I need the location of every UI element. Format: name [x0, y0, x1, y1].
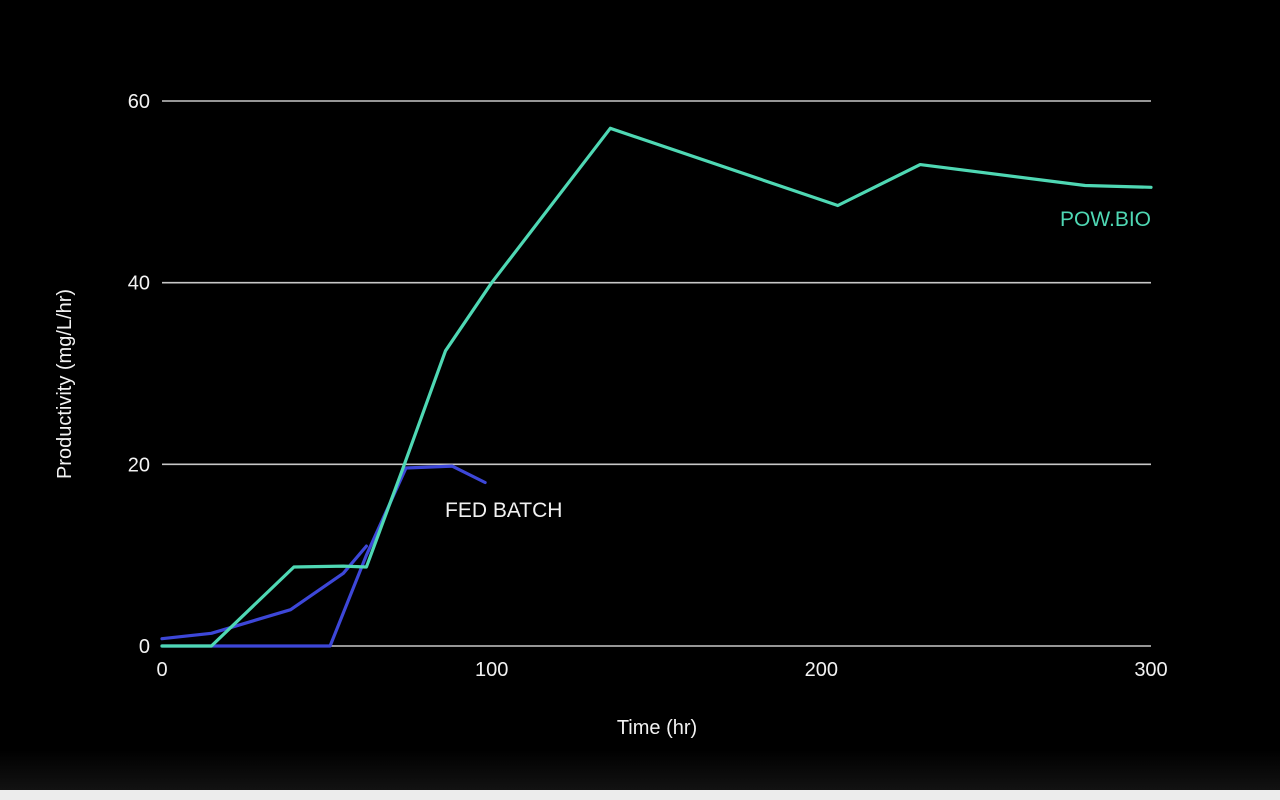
gridlines	[162, 100, 1151, 647]
y-tick-label-60: 60	[128, 91, 150, 113]
x-tick-label-200: 200	[805, 659, 838, 681]
x-tick-label-100: 100	[475, 659, 508, 681]
series-line-0	[160, 126, 1153, 648]
x-tick-label-300: 300	[1134, 659, 1167, 681]
series-labels: POW.BIO FED BATCH	[445, 208, 1151, 522]
y-tick-label-0: 0	[139, 636, 150, 658]
tick-labels: 0 20 40 60 0 100 200 300	[128, 91, 1168, 681]
y-axis-title: Productivity (mg/L/hr)	[54, 289, 76, 479]
series-line-1	[160, 544, 368, 641]
y-tick-label-40: 40	[128, 273, 150, 295]
series-label-fed-batch: FED BATCH	[445, 499, 562, 522]
bottom-fade	[0, 750, 1280, 790]
series-label-pow-bio: POW.BIO	[1060, 208, 1151, 231]
x-tick-label-0: 0	[156, 659, 167, 681]
series-line-2	[160, 464, 487, 648]
x-axis-title: Time (hr)	[617, 717, 697, 739]
series-lines	[160, 126, 1153, 648]
bottom-strip	[0, 790, 1280, 800]
y-tick-label-20: 20	[128, 454, 150, 476]
